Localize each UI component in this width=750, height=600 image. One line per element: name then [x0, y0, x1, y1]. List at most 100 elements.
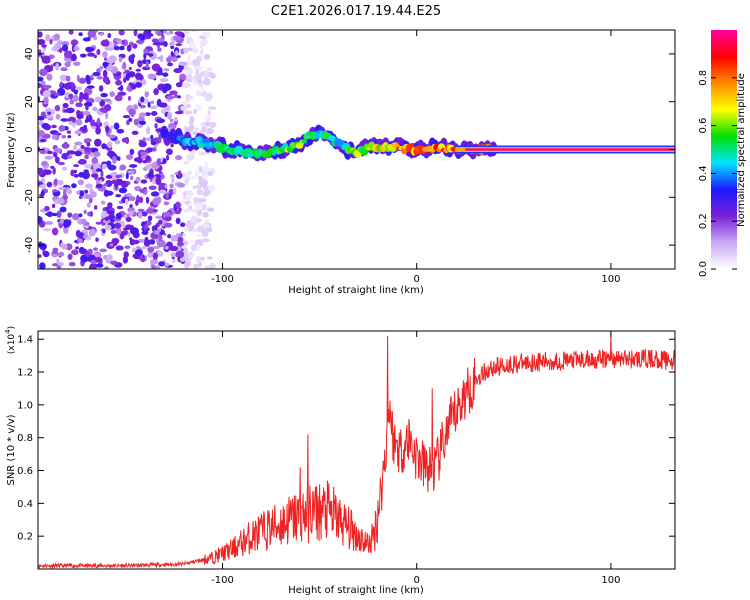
heat-noise-cell [66, 150, 76, 155]
heat-noise-cell [169, 245, 178, 252]
heat-noise-cell [102, 69, 108, 78]
heat-noise-cell [52, 167, 56, 175]
heat-noise-cell [96, 117, 101, 126]
heat-noise-cell [110, 230, 117, 234]
heat-noise-cell [183, 65, 189, 71]
heat-noise-cell [96, 48, 101, 56]
heat-noise-cell [188, 254, 194, 259]
heat-noise-cell [82, 110, 91, 116]
heat-noise-cell [61, 166, 68, 171]
heat-noise-cell [39, 138, 47, 143]
heat-noise-cell [150, 141, 157, 146]
snr-frame [37, 330, 676, 570]
heat-noise-cell [116, 205, 124, 210]
heat-noise-cell [79, 190, 85, 197]
heat-noise-cell [92, 157, 98, 164]
heat-noise-cell [46, 181, 53, 188]
heat-noise-cell [106, 254, 113, 262]
heat-noise-cell [42, 55, 51, 64]
heat-noise-cell [185, 190, 193, 196]
heat-noise-cell [197, 198, 207, 202]
heat-noise-cell [127, 170, 135, 174]
heat-noise-cell [86, 79, 91, 85]
snr-panel: -100 0 100 0.2 0.4 0.6 0.8 1.0 1.2 1.4 (x104) Hei… [4, 326, 676, 596]
heat-band-core [465, 148, 675, 151]
heat-noise-cell [175, 201, 181, 209]
heat-noise-cell [38, 49, 42, 57]
heat-noise-cell [42, 84, 52, 89]
heat-noise-cell [137, 60, 143, 68]
heat-noise-cell [71, 183, 77, 189]
heat-noise-cell [121, 39, 126, 45]
heat-noise-cell [156, 239, 166, 248]
heat-noise-cell [111, 237, 120, 245]
heat-noise-cell [167, 111, 173, 120]
heat-noise-cell [127, 232, 131, 237]
heat-noise-cell [112, 155, 117, 164]
heat-noise-cell [68, 30, 74, 35]
heat-noise-cell [145, 60, 149, 69]
heat-noise-cell [143, 52, 147, 60]
tick-label: 0 [414, 575, 420, 586]
heat-noise-cell [125, 198, 129, 206]
heat-noise-cell [62, 102, 69, 109]
snr-ylabel: SNR (10 * v/v) [6, 414, 17, 485]
heat-noise-cell [174, 210, 181, 215]
heat-noise-cell [122, 256, 129, 264]
heat-noise-cell [170, 51, 174, 57]
heat-noise-cell [175, 43, 183, 47]
heat-noise-cell [154, 122, 158, 129]
heat-noise-cell [180, 105, 188, 111]
heat-noise-cell [206, 207, 215, 212]
heat-noise-cell [117, 91, 127, 96]
heat-noise-cell [150, 191, 160, 197]
colorbar-gradient [711, 30, 737, 269]
heat-noise-cell [182, 232, 186, 237]
heat-noise-cell [159, 78, 169, 82]
snr-multiplier: (x104) [4, 326, 17, 354]
heat-noise-cell [142, 245, 147, 250]
heat-noise-cell [113, 45, 120, 51]
heat-noise-cell [175, 154, 183, 161]
heat-noise-cell [190, 176, 196, 180]
heat-noise-cell [73, 94, 79, 102]
heat-noise-cell [185, 47, 194, 52]
heat-noise-cell [53, 33, 61, 41]
heat-noise-cell [90, 74, 94, 79]
heat-noise-cell [56, 258, 60, 264]
heat-noise-cell [54, 92, 60, 97]
heat-noise-cell [158, 67, 163, 76]
heat-noise-cell [179, 257, 186, 262]
heat-noise-cell [101, 143, 107, 150]
heat-noise-cell [194, 127, 199, 131]
heat-noise-cell [59, 81, 63, 87]
heat-noise-cell [138, 196, 144, 204]
heat-noise-cell [166, 95, 175, 100]
heat-ridge-cell [328, 135, 336, 142]
heat-noise-cell [105, 125, 110, 133]
heat-noise-cell [204, 95, 213, 102]
heat-noise-cell [128, 55, 133, 63]
heat-noise-cell [189, 239, 196, 244]
heat-noise-cell [155, 177, 162, 186]
heat-noise-cell [155, 215, 163, 220]
heat-noise-cell [145, 137, 152, 142]
heat-noise-cell [66, 188, 73, 195]
heat-noise-cell [108, 134, 116, 139]
heat-noise-cell [62, 219, 72, 227]
heat-noise-cell [193, 65, 202, 72]
heat-noise-cell [168, 188, 175, 196]
heat-noise-cell [158, 219, 163, 225]
heat-noise-cell [163, 201, 170, 206]
heat-noise-cell [200, 71, 205, 76]
heat-noise-cell [63, 82, 72, 90]
heat-noise-cell [150, 134, 154, 140]
heat-noise-cell [157, 38, 165, 43]
heat-noise-cell [183, 30, 188, 35]
heat-noise-cell [78, 32, 83, 37]
heat-noise-cell [140, 154, 147, 160]
heat-noise-cell [67, 155, 73, 159]
heat-noise-cell [134, 185, 142, 192]
heat-noise-cell [73, 173, 79, 178]
heat-noise-cell [100, 170, 104, 178]
